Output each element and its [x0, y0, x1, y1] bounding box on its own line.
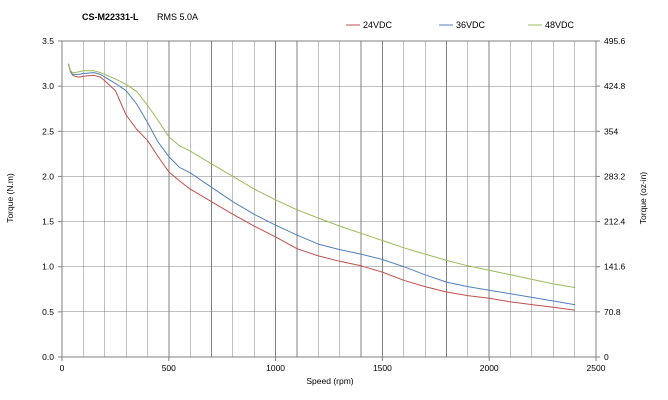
x-tick-label: 0: [60, 363, 65, 373]
y2-tick-label: 354: [604, 126, 618, 136]
y-tick-label: 0.5: [42, 307, 54, 317]
legend-label-24vdc: 24VDC: [363, 20, 393, 30]
y2-tick-label: 0: [604, 352, 609, 362]
legend-label-48vdc: 48VDC: [545, 20, 575, 30]
y-tick-label: 0.0: [42, 352, 54, 362]
axes: [58, 40, 600, 361]
series-lines: [67, 63, 575, 311]
gridlines: [62, 40, 596, 357]
y2-tick-label: 424.8: [604, 81, 626, 91]
y2-axis-title: Torque (oz-in): [638, 172, 648, 225]
y2-tick-label: 495.6: [604, 36, 626, 46]
legend: 24VDC 36VDC 48VDC: [346, 20, 575, 30]
x-tick-label: 1500: [373, 363, 392, 373]
y-tick-label: 1.5: [42, 217, 54, 227]
y-tick-label: 2.0: [42, 171, 54, 181]
series-line-48vdc: [67, 63, 575, 288]
x-tick-label: 2000: [480, 363, 499, 373]
x-tick-label: 1000: [266, 363, 285, 373]
y2-tick-label: 212.4: [604, 217, 626, 227]
y-tick-label: 3.5: [42, 36, 54, 46]
x-tick-label: 2500: [587, 363, 606, 373]
y-tick-label: 2.5: [42, 126, 54, 136]
series-line-24vdc: [67, 63, 575, 311]
y2-tick-label: 283.2: [604, 171, 626, 181]
y-axis-title: Torque (N.m): [5, 173, 15, 223]
legend-label-36vdc: 36VDC: [456, 20, 486, 30]
series-line-36vdc: [67, 63, 575, 306]
x-tick-label: 500: [162, 363, 176, 373]
tick-labels: 0.0 0.5 1.0 1.5 2.0 2.5 3.0 3.5 0 70.8 141.6 212.4 2…: [42, 36, 625, 373]
x-axis-title: Speed (rpm): [306, 376, 353, 386]
y2-tick-label: 70.8: [604, 307, 621, 317]
y-tick-label: 1.0: [42, 262, 54, 272]
model-title: CS-M22331-L: [82, 12, 139, 22]
y-tick-label: 3.0: [42, 81, 54, 91]
y2-tick-label: 141.6: [604, 262, 626, 272]
rms-label: RMS 5.0A: [157, 12, 198, 22]
